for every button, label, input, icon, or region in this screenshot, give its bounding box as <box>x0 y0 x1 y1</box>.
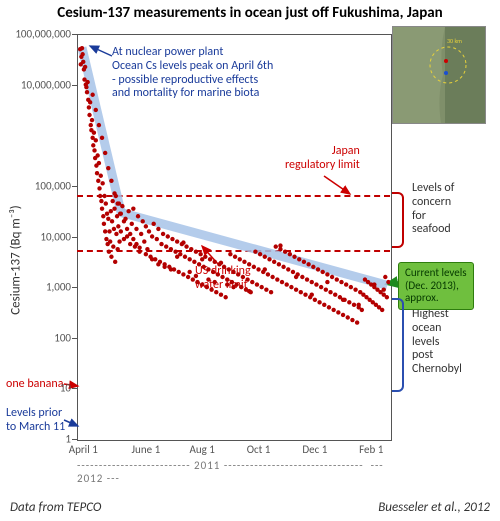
y-tick: 100,000 <box>0 179 71 192</box>
x-tick: April 1 <box>69 443 98 456</box>
y-tick: 100,000,000 <box>0 28 71 41</box>
x-tick: Dec 1 <box>302 443 327 456</box>
page-root: Cesium-137 measurements in ocean just of… <box>0 0 500 521</box>
y-tick: 1 <box>0 433 71 446</box>
bracket-seafood <box>392 192 404 248</box>
svg-text:30 km: 30 km <box>447 37 462 45</box>
x-tick: Oct 1 <box>247 443 271 456</box>
y-axis-label: Cesium-137 (Bq m⁻³) <box>9 205 24 315</box>
y-tick: 10,000,000 <box>0 78 71 91</box>
chart-title: Cesium-137 measurements in ocean just of… <box>0 4 500 22</box>
x-tick: Feb 1 <box>359 443 383 456</box>
map-svg: 30 km <box>393 27 485 123</box>
y-tick: 10,000 <box>0 230 71 243</box>
x-tick: June 1 <box>132 443 161 456</box>
annotation-prior: Levels priorto March 11 <box>6 407 65 435</box>
y-tick: 10 <box>0 382 71 395</box>
credit-left: Data from TEPCO <box>10 500 101 515</box>
timeline: -------------------------- 2011 --------… <box>77 459 390 485</box>
bracket-chernobyl <box>392 298 404 392</box>
callout-current-levels: Current levels(Dec. 2013),approx. <box>398 262 474 310</box>
annotation-seafood: Levels ofconcernforseafood <box>412 182 454 237</box>
y-tick: 100 <box>0 331 71 344</box>
annotation-chernobyl: HighestoceanlevelspostChernobyl <box>412 308 462 377</box>
x-tick: Aug 1 <box>189 443 214 456</box>
inset-map: 30 km <box>392 26 486 124</box>
credit-right: Buesseler et al., 2012 <box>378 500 490 515</box>
scatter-layer <box>77 34 390 439</box>
y-tick: 1,000 <box>0 281 71 294</box>
